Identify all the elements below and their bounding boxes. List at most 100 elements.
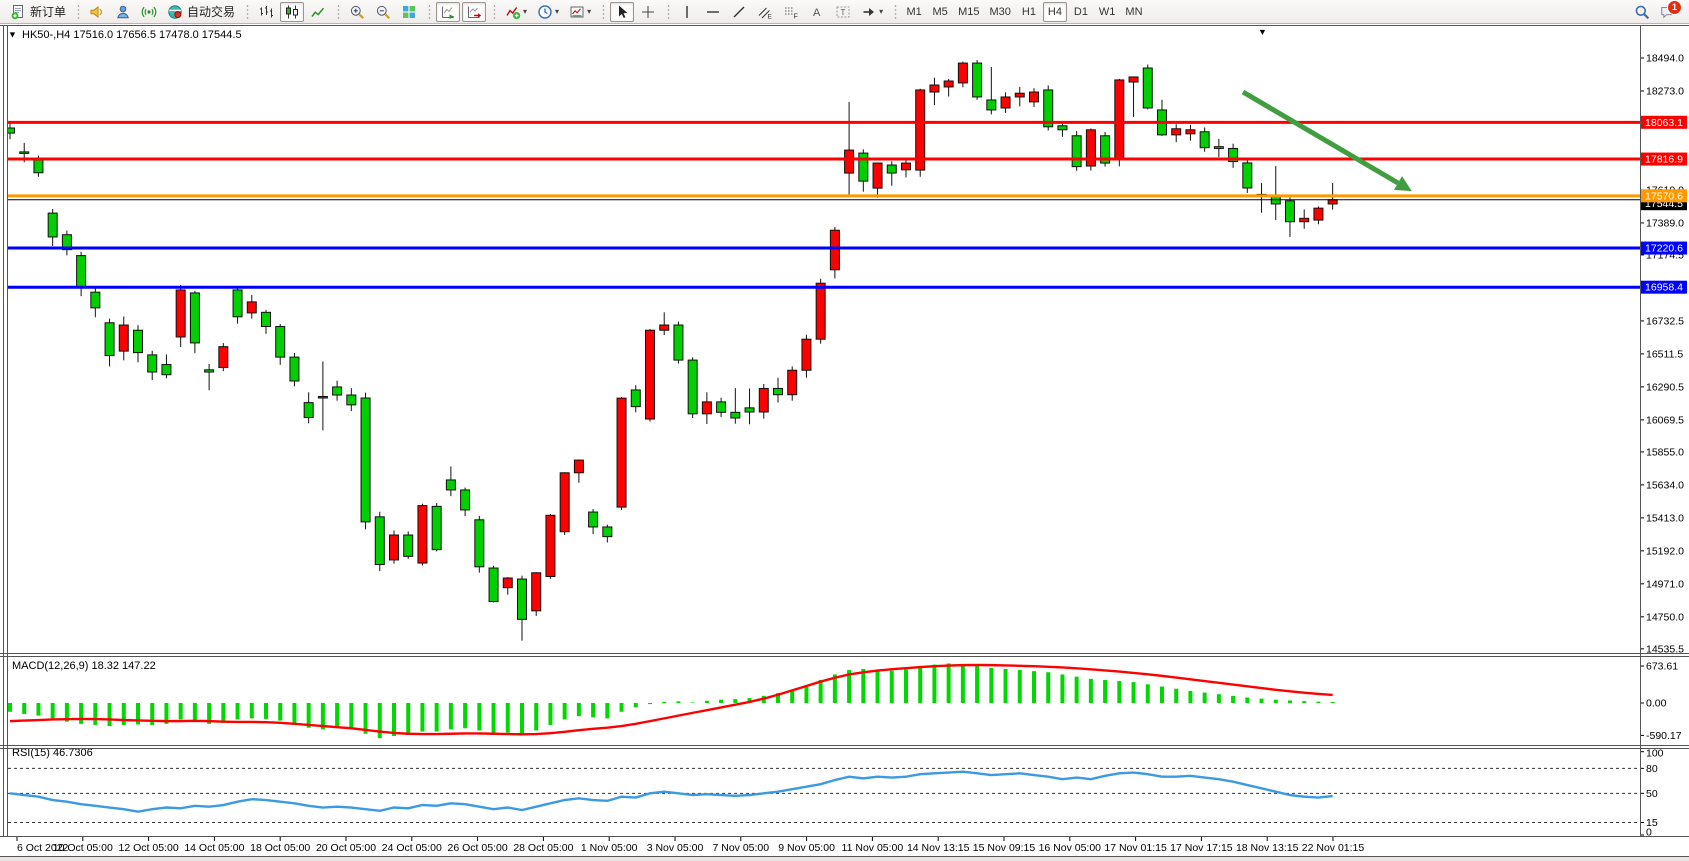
text-button[interactable]: A (805, 2, 829, 22)
chevron-down-icon[interactable]: ▾ (555, 7, 560, 16)
chart-title: ▼ HK50-,H4 17516.0 17656.5 17478.0 17544.… (8, 27, 1267, 41)
candle-61 (872, 162, 883, 189)
candle-62 (886, 164, 897, 174)
svg-text:16 Nov 05:00: 16 Nov 05:00 (1039, 842, 1102, 854)
level-badge-16958.4: 16958.4 (1641, 280, 1687, 294)
auto-scroll-button[interactable] (436, 1, 461, 22)
candle-28 (403, 534, 414, 557)
signals-button[interactable] (137, 2, 161, 22)
arrows-shapes-button[interactable]: ▾ (857, 2, 887, 22)
chevron-down-icon[interactable]: ▾ (523, 7, 528, 16)
candle-66 (943, 80, 954, 88)
candle-72 (1028, 91, 1039, 103)
svg-text:15: 15 (1646, 817, 1658, 829)
chart-list-toggle-icon[interactable]: ▼ (1258, 27, 1267, 37)
svg-text:18063.1: 18063.1 (1645, 117, 1683, 129)
svg-text:F: F (794, 13, 798, 20)
candle-60 (858, 152, 869, 182)
chart-background (0, 24, 1689, 861)
svg-text:0: 0 (1646, 827, 1652, 839)
timeframe-MN[interactable]: MN (1121, 2, 1146, 22)
candle-18 (260, 311, 271, 328)
macd-panel: MACD(12,26,9) 18.32 147.22 673.61 0.00 -590… (8, 660, 1682, 742)
text-label-button[interactable]: T (831, 2, 855, 22)
channel-icon: E (757, 4, 773, 20)
trend-arrow-down[interactable] (1241, 89, 1412, 192)
collapse-icon[interactable]: ▼ (8, 30, 17, 40)
candle-21 (303, 402, 314, 419)
svg-text:10 Oct 05:00: 10 Oct 05:00 (53, 842, 113, 854)
horizontal-line-button[interactable] (701, 2, 725, 22)
timeframe-W1[interactable]: W1 (1095, 2, 1120, 22)
svg-text:0.00: 0.00 (1646, 698, 1667, 710)
candle-73 (1043, 89, 1054, 128)
bar-chart-button[interactable] (254, 2, 278, 22)
candle-26 (374, 516, 385, 566)
candlestick-icon (284, 4, 300, 20)
candlestick-chart-button[interactable] (280, 1, 305, 22)
toolbar-group-4 (425, 0, 490, 24)
candle-44 (630, 389, 641, 408)
auto-trading-button[interactable]: 自动交易 (163, 2, 239, 22)
candle-48 (687, 359, 698, 415)
candle-11 (161, 364, 172, 376)
timeframe-H4[interactable]: H4 (1042, 1, 1067, 22)
symbol-period-ohlc: HK50-,H4 17516.0 17656.5 17478.0 17544.5 (22, 29, 242, 41)
timeframe-M15[interactable]: M15 (954, 2, 983, 22)
candle-3 (47, 212, 58, 238)
templates-button[interactable]: ▾ (565, 2, 595, 22)
candle-74 (1057, 125, 1068, 131)
tile-windows-button[interactable] (397, 2, 421, 22)
indicators-button[interactable]: ▾ (501, 2, 531, 22)
fibonacci-button[interactable]: F (779, 2, 803, 22)
candle-39 (559, 472, 570, 533)
svg-text:T: T (841, 8, 846, 17)
candle-93 (1327, 199, 1338, 205)
timeframe-M1[interactable]: M1 (902, 2, 926, 22)
chevron-down-icon[interactable]: ▾ (879, 7, 884, 16)
vertical-line-button[interactable] (675, 2, 699, 22)
svg-text:15 Nov 09:15: 15 Nov 09:15 (973, 842, 1036, 854)
candle-75 (1071, 135, 1082, 168)
timeframe-M5[interactable]: M5 (928, 2, 952, 22)
level-badge-17220.6: 17220.6 (1641, 241, 1687, 255)
toolbar-group-8: M1 M5 M15 M30 H1 H4 D1 W1 MN (891, 0, 1150, 24)
timeframe-M30[interactable]: M30 (986, 2, 1015, 22)
trendline-button[interactable] (727, 2, 751, 22)
svg-text:E: E (768, 13, 773, 20)
candle-16 (232, 289, 243, 318)
sound-button[interactable] (85, 2, 109, 22)
svg-text:673.61: 673.61 (1646, 661, 1678, 673)
new-order-button[interactable]: 新订单 (6, 2, 70, 22)
candle-78 (1114, 79, 1125, 159)
profile-button[interactable] (111, 2, 135, 22)
line-chart-button[interactable] (306, 2, 330, 22)
search-button[interactable] (1630, 2, 1654, 22)
chevron-down-icon[interactable]: ▾ (587, 7, 592, 16)
chat-button[interactable]: 1 (1656, 0, 1682, 22)
equidistant-channel-button[interactable]: E (753, 2, 777, 22)
candle-68 (972, 62, 983, 98)
candle-57 (815, 282, 826, 340)
svg-text:11 Nov 05:00: 11 Nov 05:00 (842, 842, 904, 854)
periods-button[interactable]: ▾ (533, 2, 563, 22)
svg-text:20 Oct 05:00: 20 Oct 05:00 (316, 842, 376, 854)
chart-shift-button[interactable] (462, 1, 487, 22)
macd-label: MACD(12,26,9) 18.32 147.22 (12, 660, 156, 672)
cursor-button[interactable] (610, 1, 635, 22)
svg-text:A: A (813, 7, 821, 19)
zoom-out-button[interactable] (371, 2, 395, 22)
candle-55 (787, 369, 798, 396)
zoom-in-button[interactable] (345, 2, 369, 22)
candle-64 (915, 89, 926, 171)
timeframe-H1[interactable]: H1 (1017, 2, 1041, 22)
svg-text:15634.0: 15634.0 (1646, 479, 1684, 491)
candle-49 (701, 401, 712, 415)
svg-text:14535.5: 14535.5 (1646, 643, 1684, 655)
candle-86 (1228, 147, 1239, 163)
price-chart[interactable]: 18494.018273.017610.017389.017174.516732… (0, 24, 1689, 861)
bar-chart-icon (258, 4, 274, 20)
timeframe-D1[interactable]: D1 (1069, 2, 1093, 22)
horizontal-line-icon (705, 4, 721, 20)
crosshair-button[interactable] (636, 2, 660, 22)
